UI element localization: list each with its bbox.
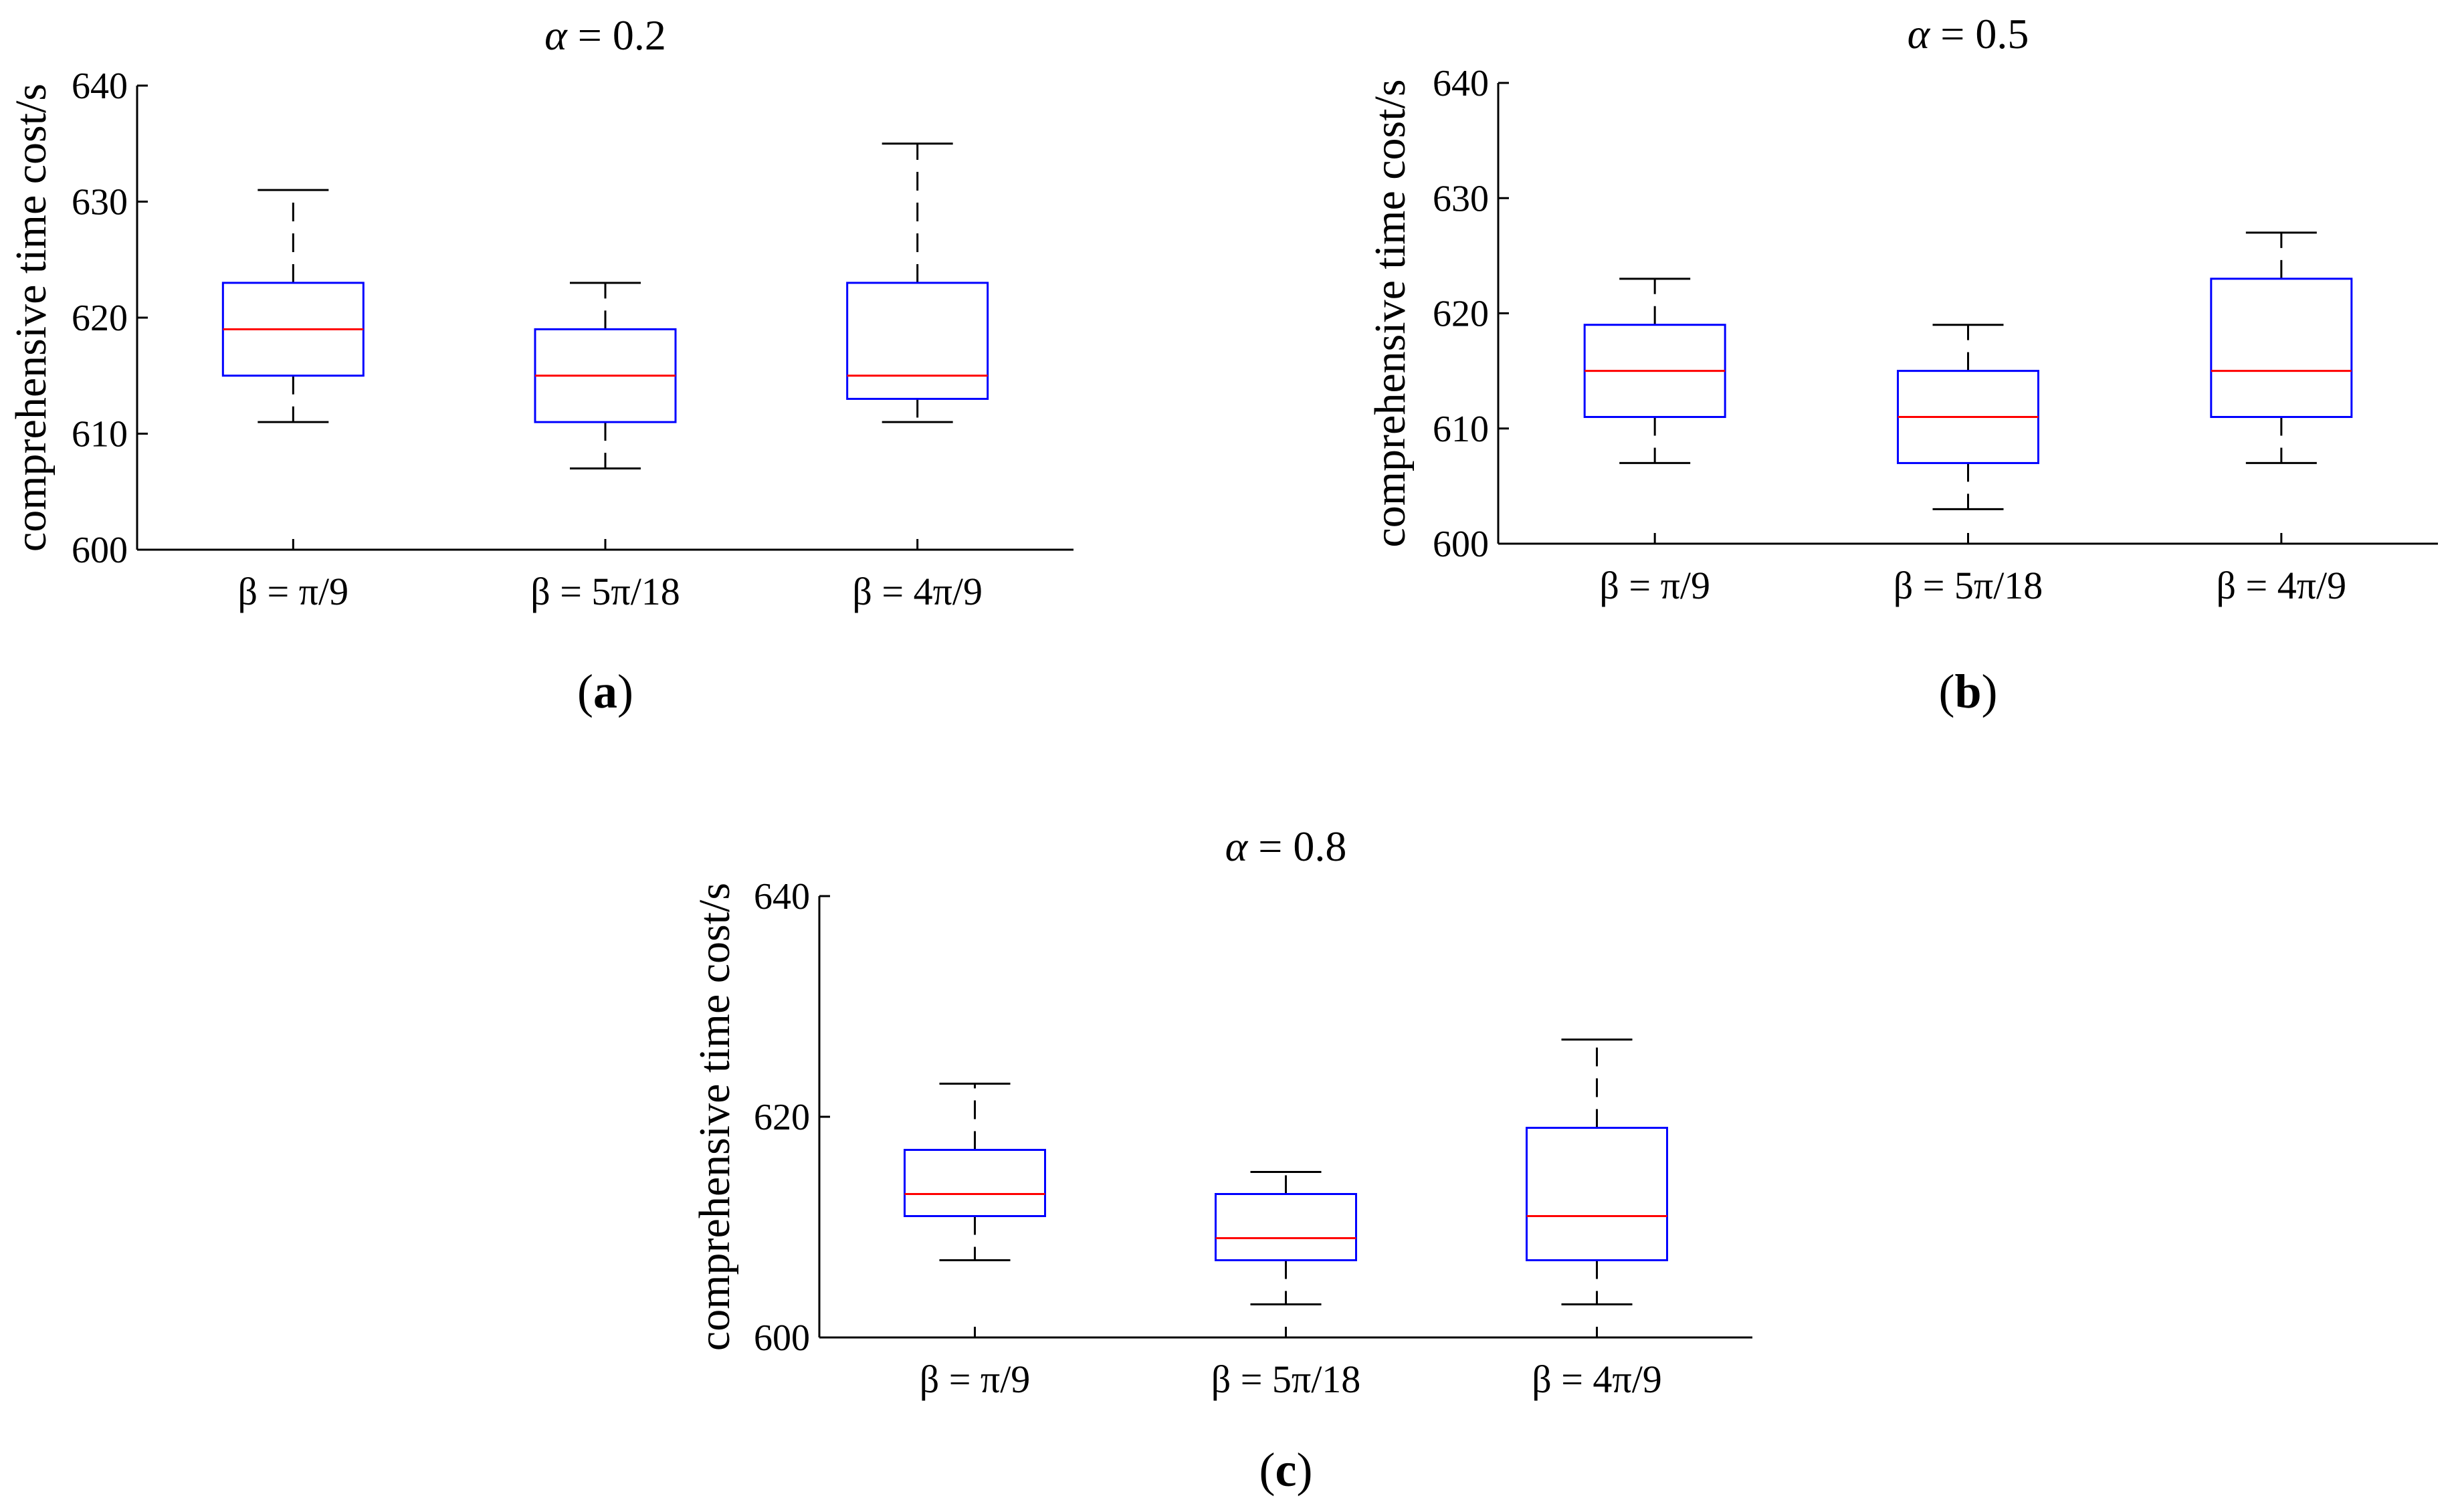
box-2 bbox=[1215, 1171, 1357, 1305]
y-tick-label: 610 bbox=[1433, 409, 1489, 450]
y-tick-label: 640 bbox=[1433, 63, 1489, 104]
y-tick-label: 600 bbox=[72, 530, 128, 571]
box-1 bbox=[221, 189, 365, 423]
y-tick-label: 600 bbox=[754, 1317, 810, 1359]
x-tick-label: β = 5π/18 bbox=[530, 570, 680, 613]
x-tick-label: β = 5π/18 bbox=[1894, 564, 2043, 607]
y-tick-label: 620 bbox=[754, 1097, 810, 1138]
x-tick-label: β = 4π/9 bbox=[1532, 1358, 1662, 1401]
box-3 bbox=[846, 142, 989, 423]
x-tick-label: β = π/9 bbox=[238, 570, 349, 613]
y-tick-label: 630 bbox=[1433, 178, 1489, 219]
y-tick-label: 630 bbox=[72, 182, 128, 223]
box-2 bbox=[534, 282, 677, 470]
x-tick-label: β = π/9 bbox=[920, 1358, 1031, 1401]
panel-c: 600 620 640 β = π/9 β = 5π/18 β = 4π/9 α = 0.8… bbox=[690, 823, 1752, 1497]
panel-a: 600 610 620 630 640 β = π/9 β = 5π/18 β = 4π/9 α… bbox=[7, 11, 1073, 718]
iqr-box bbox=[904, 1149, 1046, 1217]
chart-title: α = 0.2 bbox=[544, 11, 666, 59]
y-tick-label: 620 bbox=[1433, 294, 1489, 335]
chart-title: α = 0.8 bbox=[1225, 823, 1347, 870]
y-tick-label: 600 bbox=[1433, 524, 1489, 565]
y-tick-label: 620 bbox=[72, 298, 128, 339]
panel-label: (a) bbox=[577, 665, 633, 718]
box-3 bbox=[2210, 231, 2353, 464]
x-tick-label: β = π/9 bbox=[1599, 564, 1710, 607]
y-axis-label: comprehensive time cost/s bbox=[1366, 79, 1415, 547]
iqr-box bbox=[2210, 278, 2353, 419]
iqr-box bbox=[846, 282, 989, 400]
y-tick-label: 640 bbox=[754, 876, 810, 917]
box-1 bbox=[1583, 278, 1726, 464]
box-2 bbox=[1897, 324, 2039, 510]
iqr-box bbox=[1215, 1193, 1357, 1261]
x-tick-label: β = 5π/18 bbox=[1211, 1358, 1361, 1401]
y-tick-label: 640 bbox=[72, 66, 128, 107]
box-1 bbox=[904, 1083, 1046, 1261]
chart-title: α = 0.5 bbox=[1908, 10, 2029, 58]
y-tick-label: 610 bbox=[72, 414, 128, 455]
panel-label: (b) bbox=[1938, 665, 1997, 718]
y-axis-label: comprehensive time cost/s bbox=[690, 883, 739, 1351]
panel-b: 600 610 620 630 640 β = π/9 β = 5π/18 β = 4π/9 α… bbox=[1366, 10, 2438, 718]
panel-label: (c) bbox=[1259, 1443, 1313, 1497]
iqr-box bbox=[1526, 1127, 1668, 1261]
box-3 bbox=[1526, 1039, 1668, 1305]
x-tick-label: β = 4π/9 bbox=[852, 570, 983, 613]
x-tick-label: β = 4π/9 bbox=[2217, 564, 2347, 607]
y-axis-label: comprehensive time cost/s bbox=[7, 84, 56, 552]
